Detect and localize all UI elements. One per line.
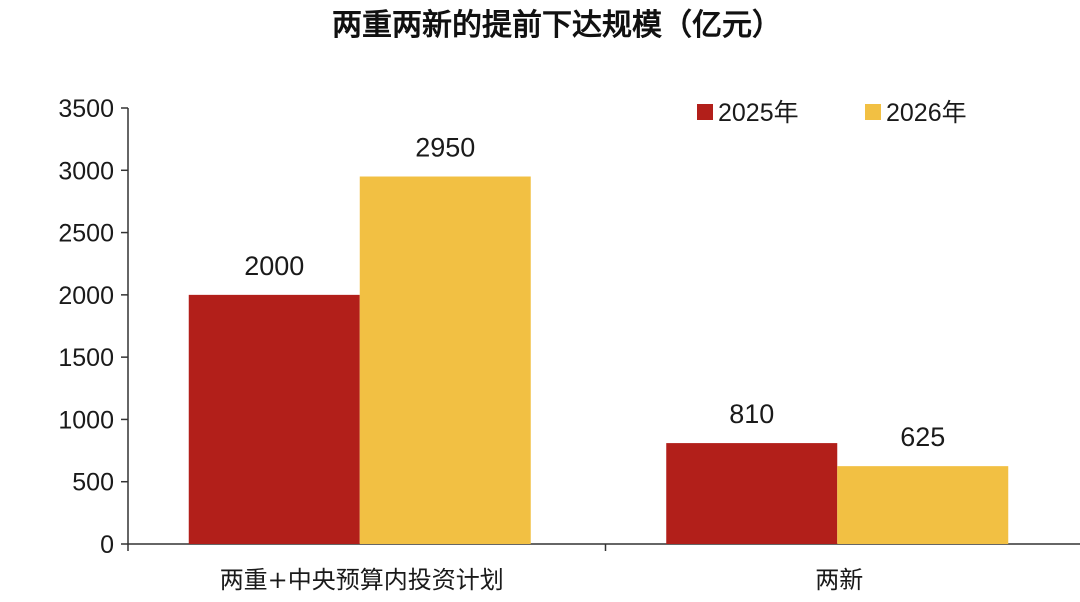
legend-swatch: [865, 104, 881, 120]
bar-2026年-1: [837, 466, 1009, 544]
y-tick-label: 3500: [58, 95, 114, 123]
y-axis: 0 500 1000 1500 2000 2500 3000 3500: [58, 95, 129, 559]
legend-label: 2026年: [886, 99, 967, 127]
y-tick-label: 2000: [58, 282, 114, 310]
y-tick-label: 1000: [58, 406, 114, 434]
x-category-label: 两重+中央预算内投资计划: [220, 566, 504, 594]
y-tick-label: 2500: [58, 220, 114, 248]
data-label: 2950: [415, 133, 475, 163]
bar-2025年-1: [666, 443, 838, 544]
bars: [188, 176, 1009, 544]
legend: 2025年 2026年: [697, 99, 967, 127]
legend-label: 2025年: [718, 99, 799, 127]
y-tick-label: 500: [72, 469, 114, 497]
data-label: 2000: [244, 251, 304, 281]
data-label: 810: [729, 399, 774, 429]
y-tick-label: 0: [100, 531, 114, 559]
legend-swatch: [697, 104, 713, 120]
chart-title: 两重两新的提前下达规模（亿元）: [332, 8, 782, 43]
bar-2026年-0: [359, 176, 531, 544]
x-axis: 两重+中央预算内投资计划 两新: [127, 543, 1080, 594]
y-tick-label: 1500: [58, 344, 114, 372]
data-labels: 2000 2950 810 625: [244, 133, 945, 453]
x-category-label: 两新: [815, 566, 863, 594]
bar-2025年-0: [188, 294, 360, 544]
data-label: 625: [900, 422, 945, 452]
y-tick-label: 3000: [58, 157, 114, 185]
